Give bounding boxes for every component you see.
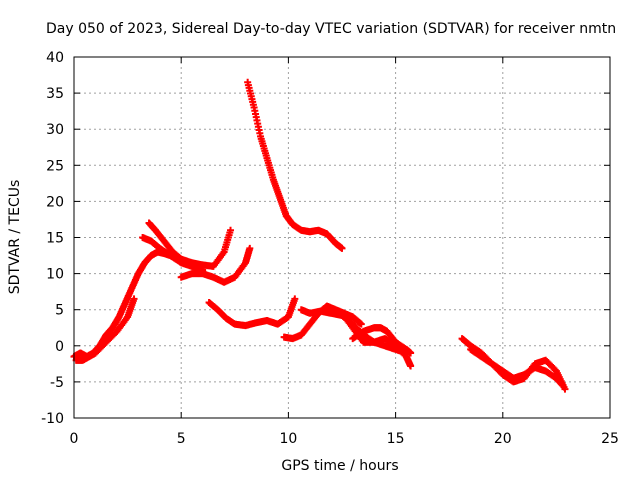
- series-arc-2: [72, 295, 138, 364]
- y-tick-label: 30: [46, 122, 64, 138]
- data-point: [227, 226, 235, 234]
- y-tick-label: 35: [46, 86, 64, 102]
- series-arc-12: [458, 335, 569, 393]
- data-marks: [70, 78, 569, 393]
- x-tick-label: 0: [70, 431, 79, 447]
- y-axis-title: SDTVAR / TECUs: [7, 180, 23, 295]
- data-point: [357, 320, 365, 328]
- y-tick-label: 25: [46, 158, 64, 174]
- x-tick-label: 20: [494, 431, 512, 447]
- data-point: [246, 244, 254, 252]
- data-point: [407, 349, 415, 357]
- data-point: [559, 382, 567, 390]
- data-point: [291, 295, 299, 303]
- series-arc-4: [139, 234, 207, 274]
- x-axis-title: GPS time / hours: [281, 458, 398, 474]
- x-tick-label: 10: [279, 431, 297, 447]
- series-arc-5: [177, 244, 254, 286]
- axis-ticks: 0 5 10 15 20 25 -10 -5 0 5 10 15 20 25 30 35 40: [41, 50, 619, 447]
- y-tick-label: 0: [55, 339, 64, 355]
- chart-title: Day 050 of 2023, Sidereal Day-to-day VTE…: [46, 21, 616, 37]
- series-arc-11: [349, 324, 415, 357]
- data-point: [561, 385, 569, 393]
- y-tick-label: 5: [55, 303, 64, 319]
- series-arc-10: [338, 309, 415, 370]
- grid: [74, 57, 610, 418]
- series-arc-13: [467, 345, 567, 390]
- x-tick-label: 15: [387, 431, 405, 447]
- series-arc-7: [205, 295, 299, 330]
- series-arc-1: [70, 248, 185, 361]
- y-tick-label: 15: [46, 231, 64, 247]
- y-tick-label: 10: [46, 267, 64, 283]
- x-tick-label: 5: [177, 431, 186, 447]
- y-tick-label: -5: [50, 375, 64, 391]
- x-tick-label: 25: [601, 431, 619, 447]
- series-arc-6: [244, 78, 346, 252]
- data-point: [130, 295, 138, 303]
- data-point: [407, 362, 415, 370]
- y-tick-label: 40: [46, 50, 64, 66]
- data-point: [338, 244, 346, 252]
- y-tick-label: -10: [41, 411, 64, 427]
- y-tick-label: 20: [46, 194, 64, 210]
